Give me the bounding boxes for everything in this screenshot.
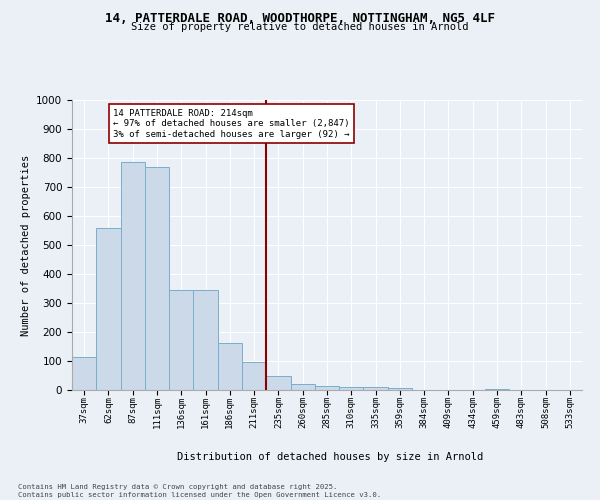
Bar: [193, 290, 218, 390]
Bar: [96, 228, 121, 390]
Bar: [72, 357, 96, 390]
Bar: [218, 342, 242, 390]
Bar: [315, 386, 339, 390]
Bar: [388, 388, 412, 390]
Text: Distribution of detached houses by size in Arnold: Distribution of detached houses by size …: [177, 452, 483, 462]
Bar: [145, 166, 169, 390]
Text: 14 PATTERDALE ROAD: 214sqm
← 97% of detached houses are smaller (2,847)
3% of se: 14 PATTERDALE ROAD: 214sqm ← 97% of deta…: [113, 108, 350, 138]
Text: Size of property relative to detached houses in Arnold: Size of property relative to detached ho…: [131, 22, 469, 32]
Text: 14, PATTERDALE ROAD, WOODTHORPE, NOTTINGHAM, NG5 4LF: 14, PATTERDALE ROAD, WOODTHORPE, NOTTING…: [105, 12, 495, 26]
Bar: [290, 384, 315, 390]
Bar: [121, 162, 145, 390]
Text: Contains HM Land Registry data © Crown copyright and database right 2025.
Contai: Contains HM Land Registry data © Crown c…: [18, 484, 381, 498]
Bar: [266, 376, 290, 390]
Bar: [485, 388, 509, 390]
Bar: [364, 387, 388, 390]
Y-axis label: Number of detached properties: Number of detached properties: [20, 154, 31, 336]
Bar: [339, 387, 364, 390]
Bar: [169, 290, 193, 390]
Bar: [242, 362, 266, 390]
